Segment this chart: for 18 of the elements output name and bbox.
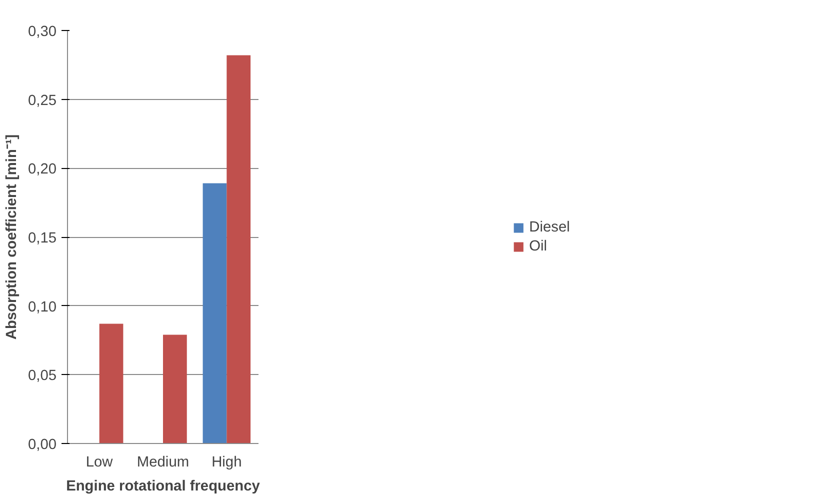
y-axis-title: Absorption coefficient [min⁻¹] (4, 134, 20, 340)
y-tick-label: 0,10 (28, 299, 57, 316)
x-axis-title: Engine rotational frequency (66, 478, 261, 494)
bar (202, 183, 227, 444)
bar (163, 334, 187, 444)
y-tick-label: 0,00 (28, 437, 57, 453)
x-tick-label: Medium (136, 454, 190, 470)
bar (99, 324, 124, 444)
y-tick-label: 0,25 (28, 92, 57, 109)
y-tick-label: 0,20 (28, 162, 57, 178)
x-tick-label: High (212, 454, 242, 470)
y-tick-label: 0,05 (28, 368, 57, 384)
legend-label: Diesel (529, 219, 570, 235)
legend-label: Oil (529, 238, 548, 254)
bar (226, 55, 251, 444)
x-tick-label: Low (86, 454, 114, 470)
y-tick-label: 0,15 (28, 230, 57, 246)
y-tick-label: 0,30 (28, 24, 57, 40)
